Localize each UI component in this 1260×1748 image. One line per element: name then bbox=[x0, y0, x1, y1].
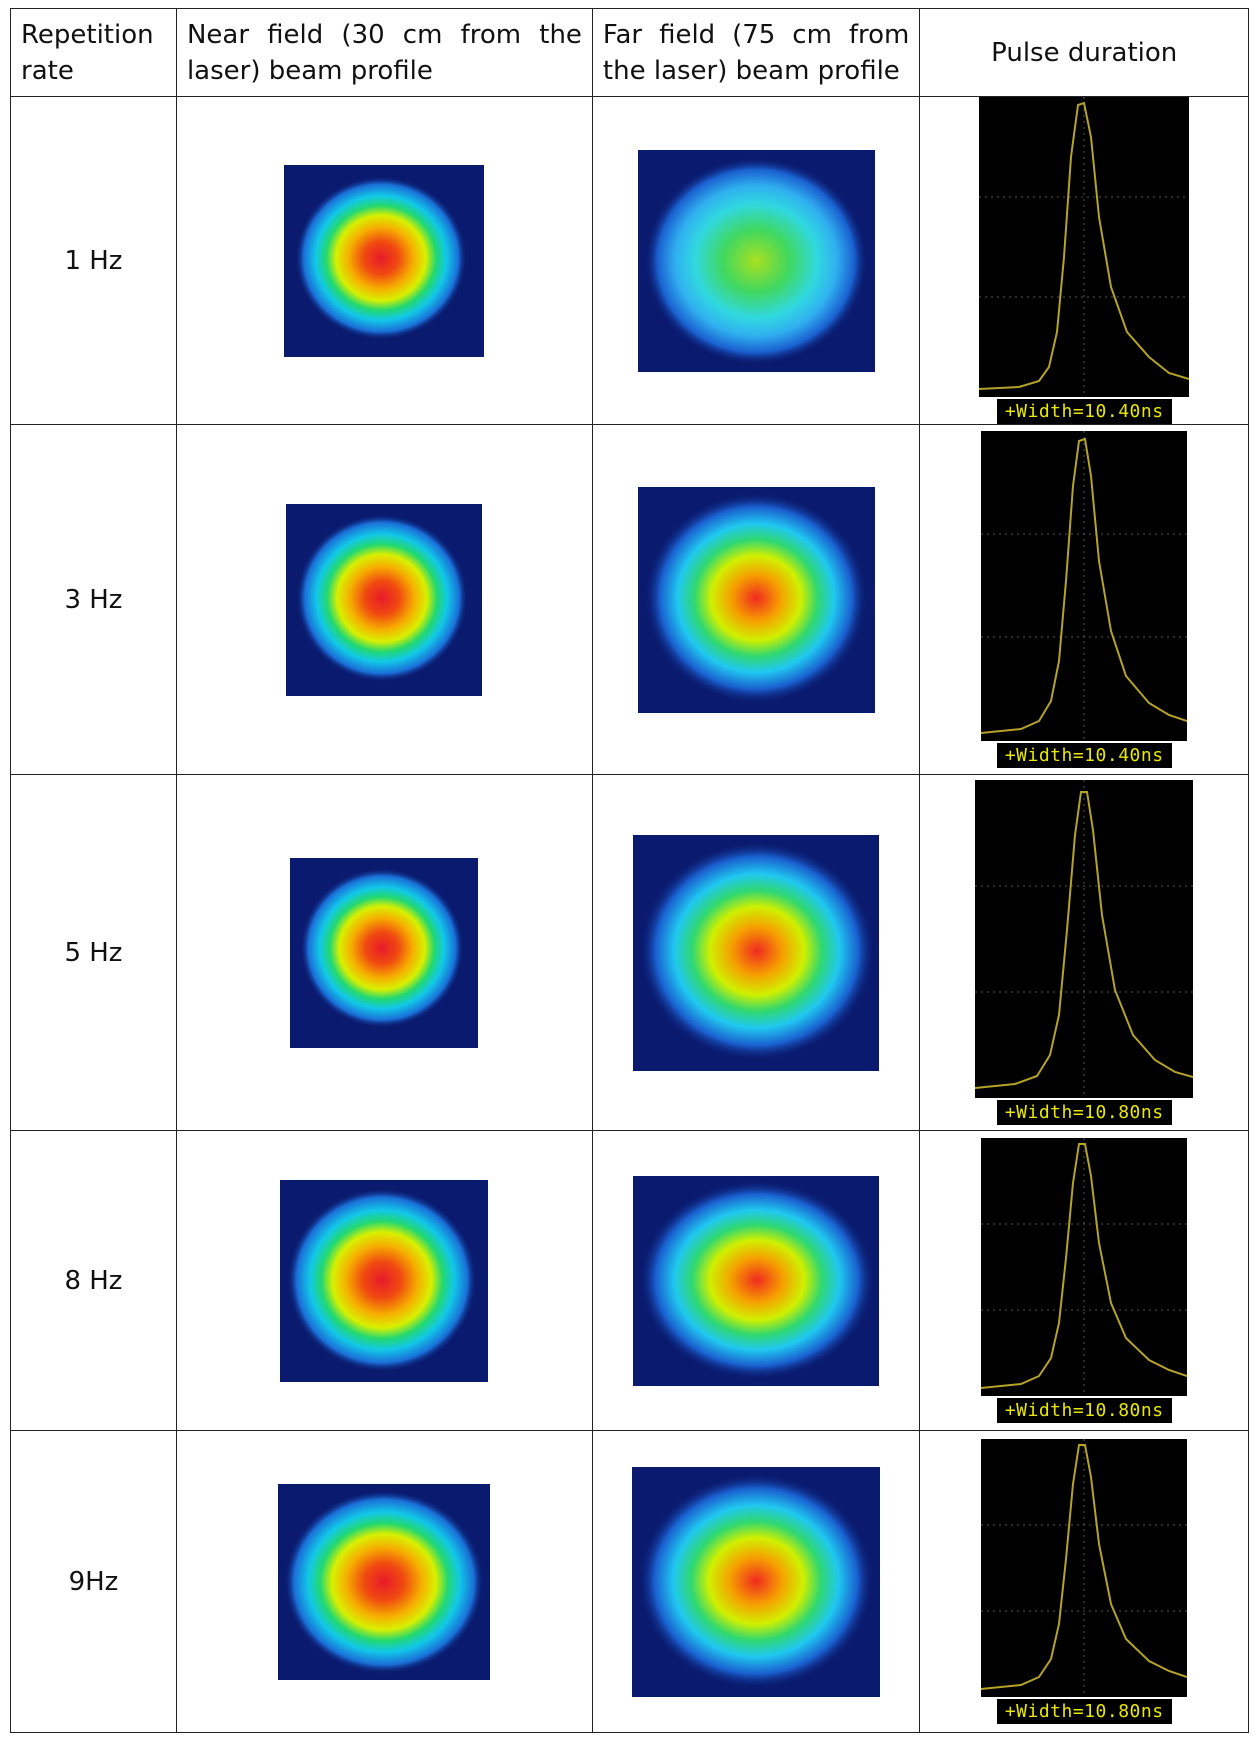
table-row: 8 Hz +Wi bbox=[10, 1130, 1249, 1431]
repetition-rate-cell: 8 Hz bbox=[10, 1130, 177, 1431]
header-far-field: Far field (75 cm from the laser) beam pr… bbox=[591, 8, 921, 97]
far-field-beam-image bbox=[633, 1175, 880, 1386]
far-field-beam-image bbox=[637, 486, 875, 713]
pulse-duration-cell: +Width=10.80ns bbox=[919, 1130, 1249, 1431]
repetition-rate-cell: 1 Hz bbox=[10, 96, 177, 425]
near-field-beam-image bbox=[286, 503, 483, 696]
header-repetition-rate: Repetition rate bbox=[10, 8, 177, 97]
far-field-beam-image bbox=[637, 149, 875, 372]
oscilloscope-trace bbox=[981, 1439, 1188, 1697]
near-field-beam-image bbox=[284, 164, 485, 357]
pulse-duration-cell: +Width=10.80ns bbox=[919, 774, 1249, 1131]
table-row: 1 Hz +Wi bbox=[10, 96, 1249, 425]
header-near-field: Near field (30 cm from the laser) beam p… bbox=[175, 8, 593, 97]
far-field-cell bbox=[591, 774, 921, 1131]
table-row: 3 Hz +Wi bbox=[10, 424, 1249, 775]
pulse-duration-cell: +Width=10.40ns bbox=[919, 424, 1249, 775]
far-field-cell bbox=[591, 96, 921, 425]
pulse-width-label: +Width=10.40ns bbox=[996, 743, 1172, 768]
header-pulse-duration: Pulse duration bbox=[919, 8, 1249, 97]
oscilloscope-trace bbox=[975, 780, 1194, 1098]
far-field-cell bbox=[591, 1130, 921, 1431]
oscilloscope-trace bbox=[979, 97, 1190, 397]
far-field-cell bbox=[591, 424, 921, 775]
pulse-duration-cell: +Width=10.40ns bbox=[919, 96, 1249, 425]
header-row: Repetition rate Near field (30 cm from t… bbox=[10, 8, 1249, 97]
near-field-cell bbox=[175, 774, 593, 1131]
table-row: 9Hz +Wid bbox=[10, 1430, 1249, 1733]
near-field-beam-image bbox=[278, 1483, 491, 1680]
far-field-beam-image bbox=[633, 834, 880, 1071]
results-table: Repetition rate Near field (30 cm from t… bbox=[10, 8, 1249, 1733]
repetition-rate-cell: 9Hz bbox=[10, 1430, 177, 1733]
repetition-rate-cell: 3 Hz bbox=[10, 424, 177, 775]
table-row: 5 Hz +Wi bbox=[10, 774, 1249, 1131]
near-field-beam-image bbox=[290, 857, 479, 1048]
pulse-width-label: +Width=10.80ns bbox=[996, 1699, 1172, 1724]
near-field-cell bbox=[175, 1130, 593, 1431]
near-field-cell bbox=[175, 1430, 593, 1733]
pulse-duration-cell: +Width=10.80ns bbox=[919, 1430, 1249, 1733]
far-field-beam-image bbox=[632, 1466, 881, 1697]
pulse-width-label: +Width=10.80ns bbox=[996, 1100, 1172, 1125]
near-field-cell bbox=[175, 96, 593, 425]
near-field-beam-image bbox=[280, 1179, 489, 1382]
near-field-cell bbox=[175, 424, 593, 775]
oscilloscope-trace bbox=[981, 431, 1188, 741]
pulse-width-label: +Width=10.40ns bbox=[996, 399, 1172, 424]
pulse-width-label: +Width=10.80ns bbox=[996, 1398, 1172, 1423]
oscilloscope-trace bbox=[981, 1138, 1188, 1396]
far-field-cell bbox=[591, 1430, 921, 1733]
repetition-rate-cell: 5 Hz bbox=[10, 774, 177, 1131]
